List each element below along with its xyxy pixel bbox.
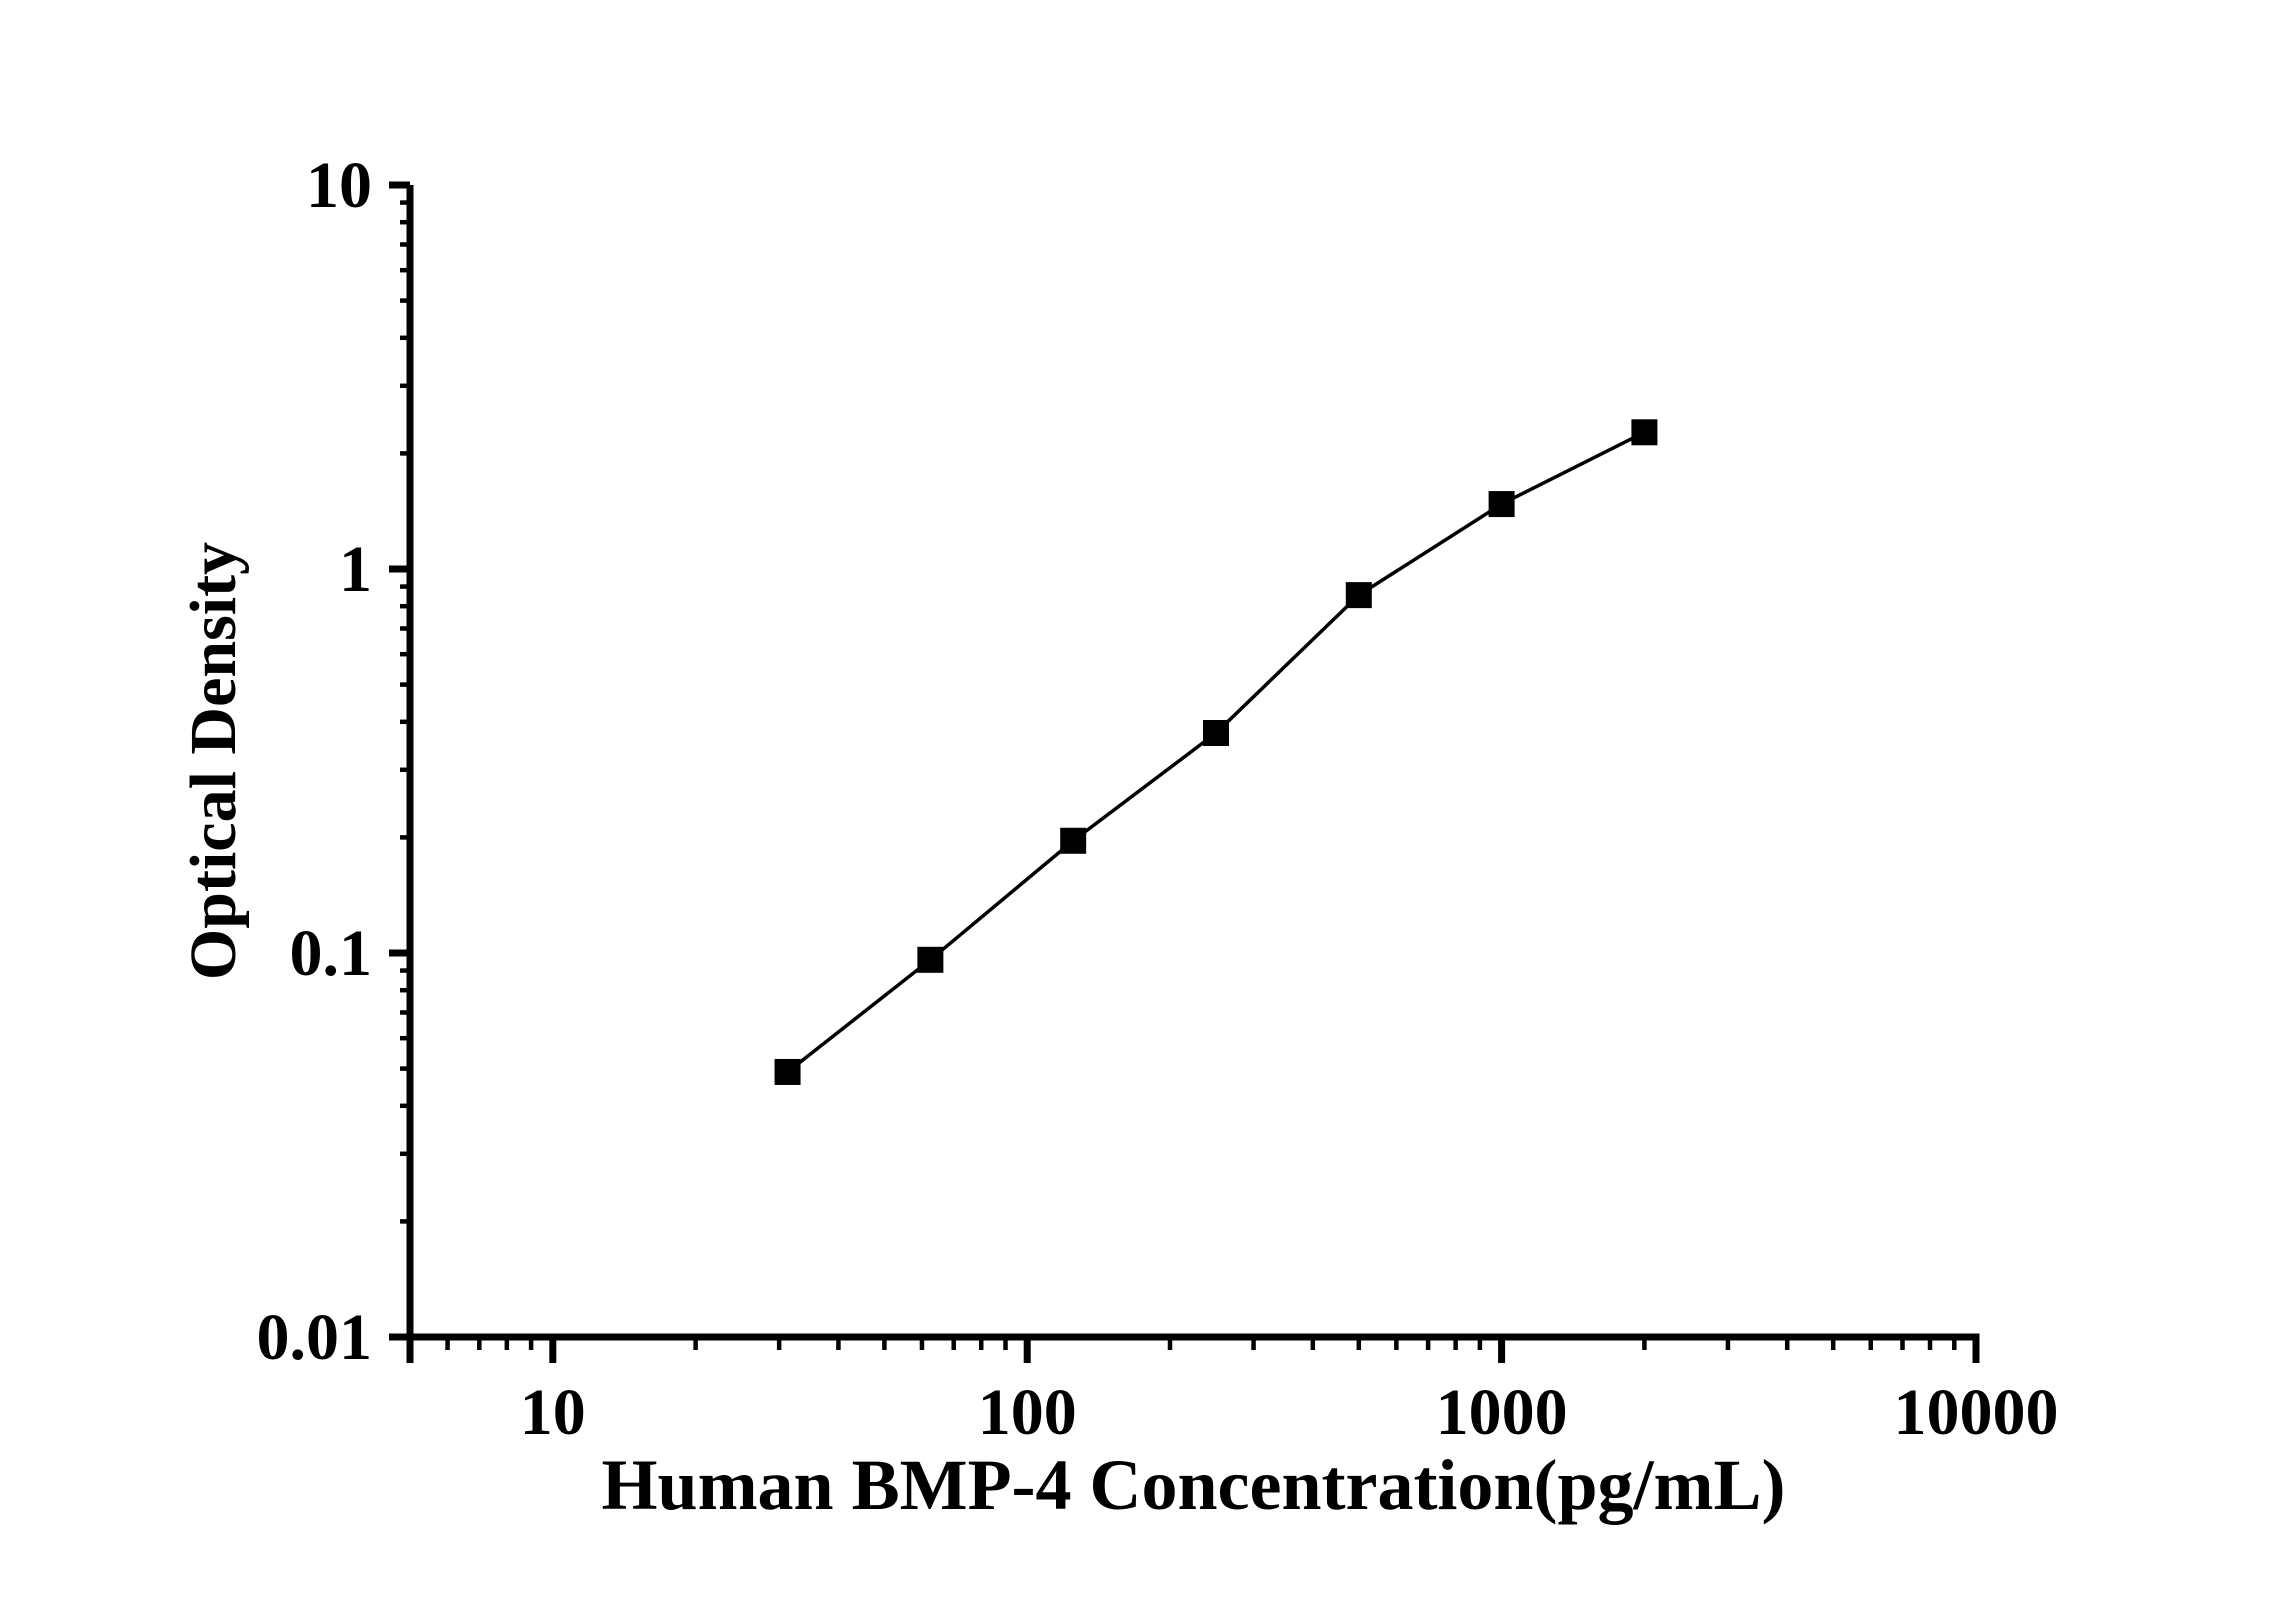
- y-axis-tick-label: 0.1: [290, 917, 373, 990]
- x-axis-tick-label: 1000: [1436, 1376, 1568, 1449]
- data-point-marker: [1488, 491, 1515, 518]
- data-point-marker: [1631, 419, 1658, 446]
- data-point-marker: [1202, 720, 1229, 747]
- data-point-marker: [1345, 582, 1372, 609]
- standard-curve-line: [786, 430, 1646, 1074]
- x-axis-title: Human BMP-4 Concentration(pg/mL): [601, 1445, 1786, 1525]
- x-axis-tick-label: 10000: [1894, 1376, 2059, 1449]
- y-axis-tick-label: 1: [339, 533, 372, 606]
- y-axis-tick-label: 10: [306, 149, 372, 222]
- data-point-marker: [774, 1058, 801, 1085]
- y-axis-title: Optical Density: [177, 541, 250, 981]
- y-axis-tick-label: 0.01: [257, 1301, 373, 1374]
- x-axis-tick-label: 100: [978, 1376, 1077, 1449]
- data-point-marker: [1060, 827, 1087, 854]
- x-axis-tick-label: 10: [520, 1376, 586, 1449]
- data-point-marker: [917, 946, 944, 973]
